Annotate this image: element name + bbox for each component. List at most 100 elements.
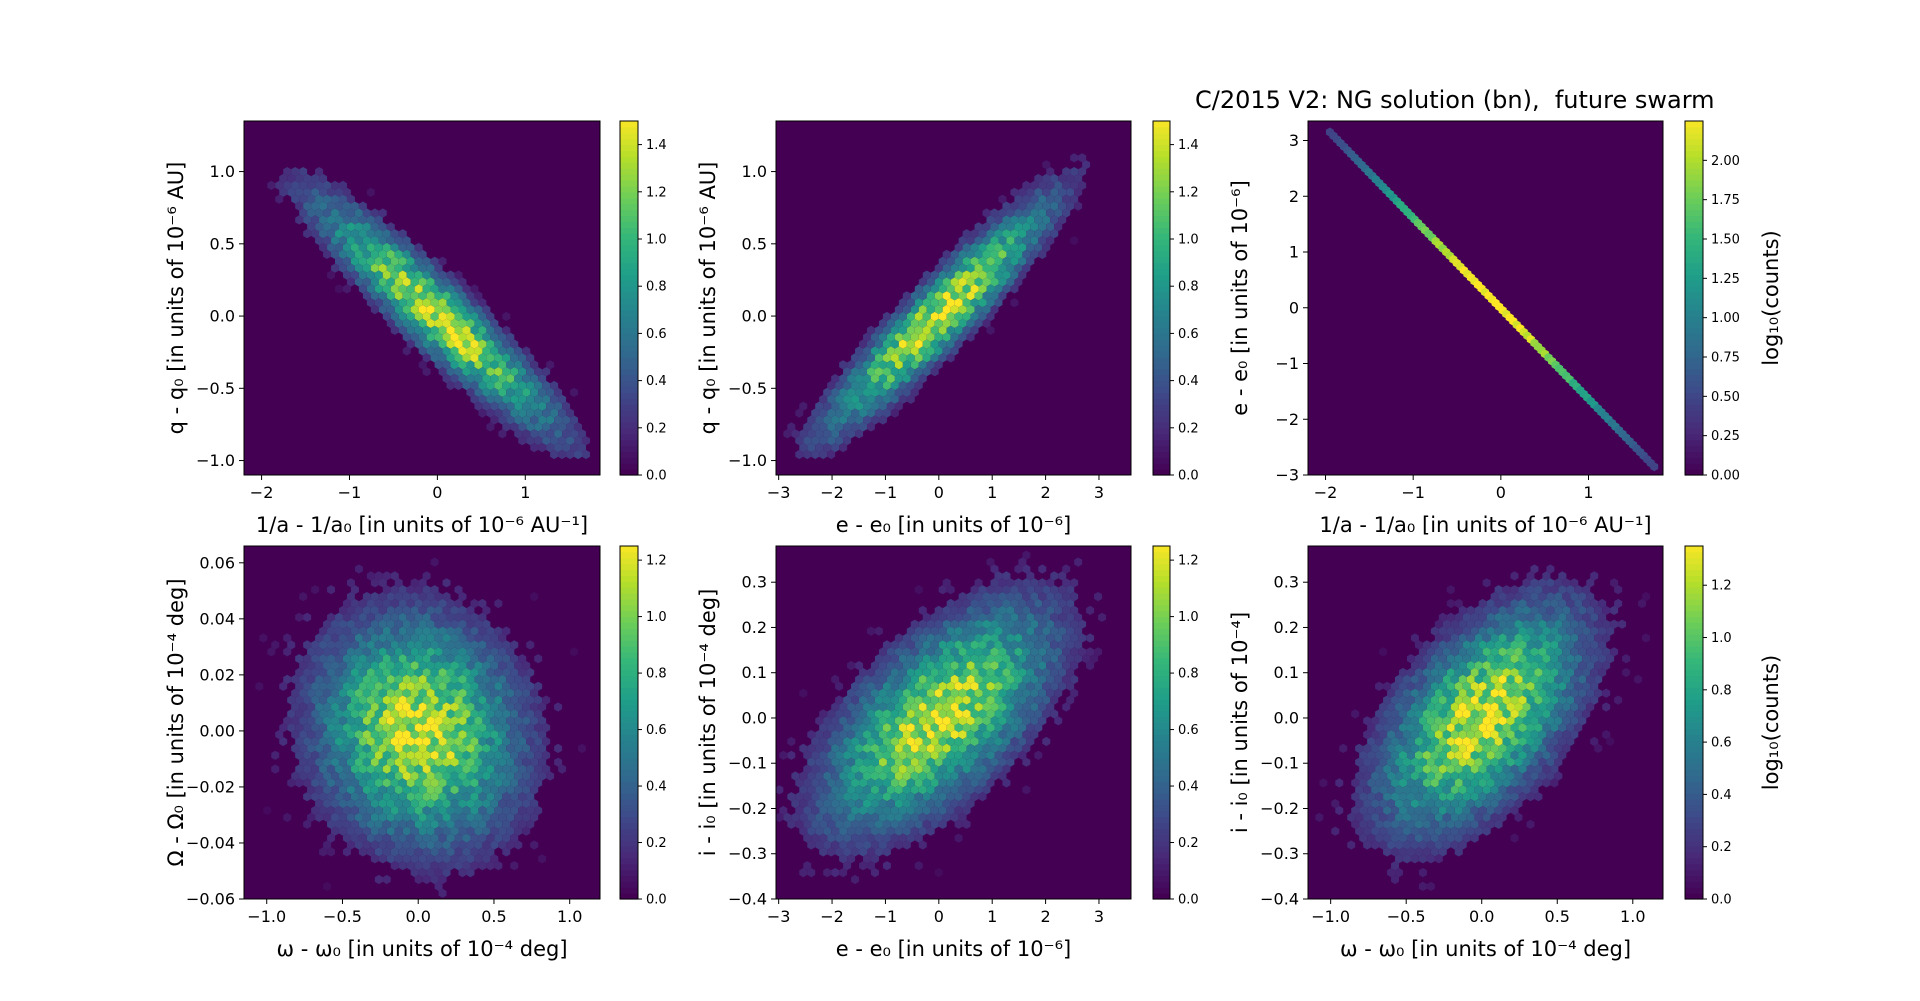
hexbin-cell xyxy=(843,819,852,829)
hexbin-cell xyxy=(890,778,899,788)
colorbar-strip xyxy=(1685,640,1703,647)
hexbin-cell xyxy=(843,750,852,760)
hexbin-cell xyxy=(974,730,983,740)
axes-frame xyxy=(775,120,1132,476)
hexbin-cell xyxy=(438,298,447,308)
hexbin-cell xyxy=(1387,868,1396,878)
hexbin-cell xyxy=(1022,180,1031,190)
hexbin-cell xyxy=(1078,180,1087,190)
hexbin-cell xyxy=(454,764,463,774)
hexbin-cell xyxy=(1426,743,1435,753)
hexbin-cell xyxy=(474,730,483,740)
hexbin-cell xyxy=(1462,805,1471,816)
hexbin-cell xyxy=(1014,688,1023,698)
colorbar-strip xyxy=(1685,834,1703,841)
hexbin-cell xyxy=(462,819,471,829)
colorbar-strip xyxy=(620,598,638,606)
hexbin-cell xyxy=(1406,819,1415,829)
hexbin-cell xyxy=(1371,757,1380,767)
hexbin-cell xyxy=(490,374,499,384)
hexbin-cell xyxy=(966,730,975,740)
axes-frame xyxy=(243,545,601,900)
hexbin-cell xyxy=(914,764,923,774)
colorbar-strip xyxy=(1153,138,1170,146)
hexbin-cell xyxy=(998,743,1007,753)
hexbin-cell xyxy=(422,353,431,363)
hexbin-cell xyxy=(331,263,339,273)
hexbin-cell xyxy=(1462,736,1471,747)
hexbin-cell xyxy=(307,743,316,753)
colorbar-tick-label: 0.0 xyxy=(1178,469,1199,484)
hexbin-cell xyxy=(470,339,479,349)
hexbin-cell xyxy=(1418,757,1427,767)
hexbin-cell xyxy=(446,861,455,871)
hexbin-cell xyxy=(287,640,296,650)
hexbin-cell xyxy=(1598,612,1607,622)
hexbin-cell xyxy=(878,840,887,850)
hexbin-cell xyxy=(1538,647,1547,657)
hexbin-cell xyxy=(1391,861,1400,871)
hexbin-cell xyxy=(1410,661,1419,671)
colorbar-strip xyxy=(1685,286,1703,293)
hexbin-cell xyxy=(398,750,407,760)
hexbin-cell xyxy=(882,819,891,829)
hexbin-cell xyxy=(982,249,991,259)
hexbin-cell xyxy=(1574,723,1583,733)
hexbin-cell xyxy=(1026,640,1035,650)
hexbin-cell xyxy=(418,249,427,259)
hexbin-cell xyxy=(851,750,860,760)
colorbar-strip xyxy=(1153,445,1170,452)
colorbar-strip xyxy=(1685,887,1703,894)
hexbin-cell xyxy=(994,750,1003,760)
hexbin-cell xyxy=(454,353,463,363)
hexbin-cell xyxy=(522,799,531,809)
hexbin-cell xyxy=(1399,792,1407,802)
hexbin-cell xyxy=(1550,736,1559,747)
hexbin-cell xyxy=(478,325,487,335)
hexbin-cell xyxy=(530,812,539,822)
hexbin-cell xyxy=(863,771,871,781)
hexbin-cell xyxy=(950,812,959,822)
hexbin-cell xyxy=(430,874,439,885)
hexbin-cell xyxy=(1490,633,1499,643)
hexbin-cell xyxy=(974,578,983,588)
hexbin-cell xyxy=(934,688,943,698)
hexbin-cell xyxy=(1510,723,1519,733)
hexbin-cell xyxy=(1454,723,1463,733)
hexbin-cell xyxy=(1034,667,1043,678)
colorbar-strip xyxy=(1153,851,1170,859)
hexbin-cell xyxy=(1402,757,1411,767)
hexbin-cell xyxy=(1383,778,1392,788)
hexbin-cell xyxy=(839,785,848,795)
hexbin-cell xyxy=(558,394,567,404)
hexbin-cell xyxy=(410,661,419,671)
hexbin-cell xyxy=(466,374,475,384)
y-tick-label: 0.04 xyxy=(199,609,235,628)
hexbin-cell xyxy=(998,249,1007,259)
hexbin-cell xyxy=(402,771,411,781)
hexbin-cell xyxy=(906,626,915,636)
hexbin-cell xyxy=(430,284,439,294)
hexbin-cell xyxy=(466,318,475,328)
hexbin-cell xyxy=(458,633,467,643)
hexbin-cell xyxy=(978,750,987,760)
hexbin-cell xyxy=(1494,778,1503,788)
y-tick-label: 1.0 xyxy=(742,162,767,181)
colorbar-strip xyxy=(620,893,638,900)
hexbin-cell xyxy=(855,401,864,411)
hexbin-cell xyxy=(1402,812,1411,822)
colorbar-strip xyxy=(620,622,638,629)
colorbar-strip xyxy=(1685,569,1703,577)
hexbin-cell xyxy=(542,736,551,747)
hexbin-cell xyxy=(418,305,427,315)
x-tick-label: 1 xyxy=(1583,483,1593,502)
hexbin-cell xyxy=(982,236,991,246)
hexbin-cell xyxy=(930,736,939,747)
hexbin-cell xyxy=(1379,785,1388,795)
hexbin-cell xyxy=(918,291,927,301)
hexbin-cell xyxy=(370,249,379,259)
hexbin-cell xyxy=(446,353,455,363)
hexbin-cell xyxy=(1522,757,1531,767)
hexbin-cell xyxy=(874,394,883,404)
hexbin-cell xyxy=(878,374,887,384)
